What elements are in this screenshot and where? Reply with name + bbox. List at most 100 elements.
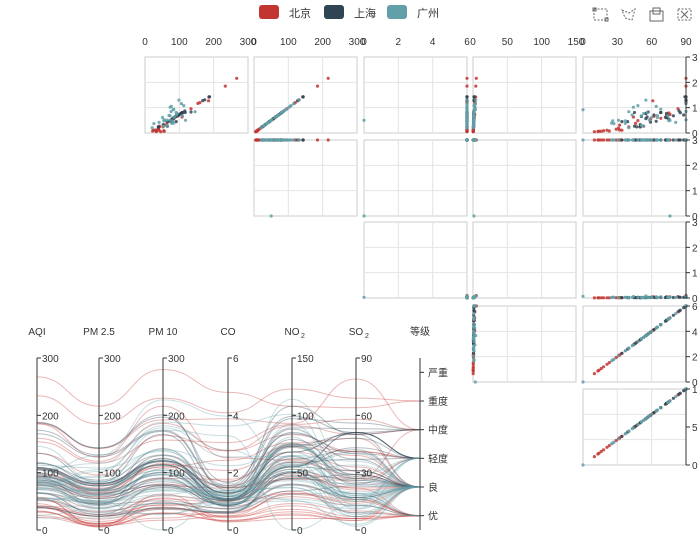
scatter-point	[474, 84, 478, 88]
scatter-point	[614, 355, 618, 360]
scatter-point	[472, 339, 476, 344]
scatter-cell[interactable]	[362, 56, 469, 134]
scatter-cell[interactable]	[471, 221, 577, 300]
scatter-cell[interactable]	[471, 138, 577, 218]
right-tick-label: 2	[692, 78, 698, 89]
cell-frame	[582, 139, 687, 217]
scatter-point	[596, 369, 600, 373]
scatter-point	[177, 98, 181, 102]
scatter-cell[interactable]	[362, 221, 469, 300]
scatter-point	[254, 138, 258, 142]
scatter-point	[611, 441, 615, 445]
scatter-point	[362, 295, 366, 299]
scatter-point	[659, 110, 663, 115]
scatter-cell[interactable]	[144, 56, 249, 134]
parallel-axis[interactable]: CO 0 2 4 6	[221, 327, 240, 537]
scatter-point	[472, 295, 476, 299]
scatter-point	[156, 127, 160, 131]
scatter-point	[198, 101, 202, 105]
legend: 北京 上海 广州	[259, 5, 439, 20]
parallel-axis[interactable]: PM 2.5 0 100 200 300	[83, 327, 121, 537]
scatter-point	[281, 138, 285, 142]
scatter-cell[interactable]	[471, 56, 577, 134]
scatter-point	[474, 76, 478, 80]
scatter-point	[301, 95, 305, 99]
brush-keep-icon[interactable]	[649, 7, 664, 22]
scatter-point	[663, 295, 668, 300]
scatter-point	[671, 295, 676, 300]
right-tick-label: 0	[692, 378, 698, 389]
scatter-point	[645, 115, 649, 119]
axis-tick-label: 200	[104, 411, 121, 422]
right-tick-label: 2	[692, 243, 698, 254]
scatter-cell[interactable]	[581, 138, 688, 218]
scatter-point	[203, 98, 207, 102]
scatter-point	[674, 395, 678, 399]
scatter-point	[599, 449, 603, 454]
top-tick-label: 0	[142, 37, 148, 48]
parallel-axis-name: CO	[221, 327, 236, 338]
scatter-point	[472, 95, 476, 99]
parallel-axis[interactable]: AQI 0 100 200 300	[28, 327, 59, 537]
legend-label: 北京	[289, 6, 311, 20]
scatter-point	[284, 108, 288, 112]
scatter-point	[607, 361, 611, 365]
scatter-point	[644, 98, 648, 102]
scatter-point	[465, 84, 469, 88]
scatter-cell[interactable]	[581, 221, 688, 300]
scatter-cell[interactable]	[581, 56, 688, 134]
scatter-point	[473, 102, 478, 106]
legend-item[interactable]: 上海	[324, 5, 376, 20]
category-label: 重度	[428, 395, 448, 408]
scatter-point	[627, 138, 631, 142]
parallel-axis[interactable]: PM 10 0 100 200 300	[149, 327, 186, 537]
right-tick-label: 1	[692, 187, 698, 198]
scatter-point	[650, 295, 654, 299]
scatter-point	[472, 346, 476, 350]
scatter-point	[644, 138, 648, 142]
scatter-point	[471, 130, 475, 134]
scatter-cell[interactable]	[253, 56, 358, 134]
scatter-point	[602, 296, 606, 300]
scatter-point	[174, 120, 178, 124]
scatter-point	[650, 329, 654, 333]
scatter-cell[interactable]	[581, 387, 688, 467]
category-label: 严重	[428, 366, 448, 379]
axis-subscript: 2	[301, 333, 305, 340]
parallel-axis[interactable]: SO 2 0 30 60 90	[349, 327, 373, 537]
scatter-point	[175, 111, 179, 116]
brush-polygon-icon[interactable]	[621, 7, 636, 21]
scatter-cell[interactable]	[253, 138, 358, 218]
axis-tick-label: 100	[42, 469, 59, 480]
scatter-point	[193, 110, 197, 114]
scatter-point	[592, 455, 597, 459]
scatter-point	[654, 104, 658, 108]
scatter-point	[639, 337, 644, 341]
parallel-axis[interactable]: 等级优 良 轻度 中度 重度 严重	[410, 325, 448, 530]
scatter-point	[642, 138, 646, 142]
scatter-point	[581, 294, 585, 298]
scatter-point	[171, 119, 175, 123]
scatter-point	[599, 366, 603, 371]
scatter-point	[472, 351, 476, 355]
scatter-point	[472, 214, 476, 218]
scatter-cell[interactable]	[471, 304, 577, 384]
scatter-point	[297, 138, 301, 142]
scatter-cell[interactable]	[581, 304, 688, 384]
right-tick-label: 0	[692, 212, 698, 223]
scatter-point	[156, 125, 160, 129]
cell-frame	[144, 56, 249, 134]
brush-clear-icon[interactable]	[677, 8, 692, 21]
parallel-axis[interactable]: NO 2 0 50 100 150	[285, 327, 315, 537]
category-label: 中度	[428, 424, 448, 437]
scatter-point	[473, 108, 477, 112]
scatter-point	[668, 295, 672, 299]
legend-item[interactable]: 北京	[259, 5, 311, 20]
legend-item[interactable]: 广州	[387, 5, 439, 20]
category-label: 优	[428, 510, 438, 523]
scatter-cell[interactable]	[362, 138, 469, 218]
scatter-point	[663, 115, 668, 119]
brush-rect-icon[interactable]	[592, 7, 609, 22]
top-tick-label: 50	[502, 37, 514, 48]
scatter-point	[472, 358, 476, 362]
